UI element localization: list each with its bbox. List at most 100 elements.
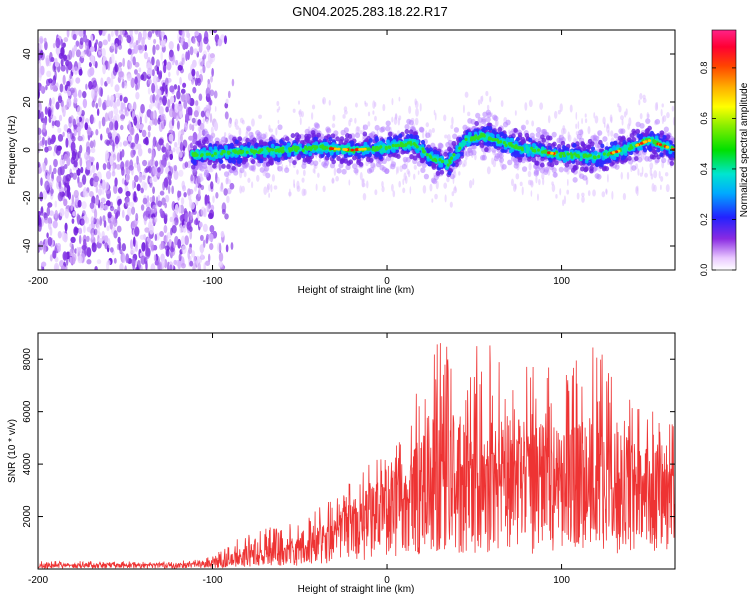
noise-blob [213, 121, 219, 132]
noise-blob [76, 116, 80, 124]
noise-blob [187, 72, 193, 81]
band-cell [339, 159, 345, 165]
noise-blob [77, 135, 83, 142]
noise-blob [114, 177, 118, 187]
band-speckle [315, 183, 318, 191]
band-speckle [198, 186, 201, 192]
noise-blob [200, 110, 205, 118]
noise-blob [147, 67, 153, 77]
band-speckle [270, 184, 273, 193]
band-cell [368, 157, 374, 163]
noise-blob [209, 89, 215, 97]
noise-blob [73, 66, 78, 75]
noise-blob [134, 134, 139, 145]
noise-blob [195, 217, 199, 226]
noise-blob [168, 71, 171, 78]
noise-blob [42, 243, 47, 255]
band-cell [467, 147, 473, 154]
noise-blob [62, 74, 66, 86]
band-cell [423, 173, 429, 180]
band-speckle [367, 111, 371, 117]
noise-blob [177, 259, 182, 270]
band-cell [482, 111, 488, 118]
noise-blob [133, 175, 139, 183]
band-speckle [605, 124, 610, 134]
noise-blob [53, 262, 60, 270]
noise-blob [63, 198, 68, 207]
band-speckle [268, 192, 271, 198]
noise-blob [225, 244, 229, 253]
band-cell [578, 129, 584, 136]
noise-blob [140, 204, 145, 211]
band-speckle [581, 196, 585, 203]
noise-blob [97, 188, 103, 196]
band-speckle [212, 195, 215, 204]
band-cell [362, 124, 369, 131]
noise-blob [175, 146, 180, 155]
band-speckle [453, 186, 458, 194]
noise-blob [85, 235, 90, 242]
band-cell [535, 166, 541, 172]
band-cell [614, 164, 620, 170]
noise-blob [197, 262, 201, 270]
noise-blob [218, 252, 224, 262]
noise-blob [72, 172, 78, 180]
noise-blob [180, 38, 184, 46]
noise-blob [184, 41, 189, 50]
noise-blob [90, 216, 95, 225]
noise-blob [63, 124, 68, 132]
noise-blob [108, 110, 113, 119]
noise-blob [167, 170, 172, 181]
band-cell [432, 149, 438, 154]
band-speckle [331, 177, 335, 184]
band-cell [558, 166, 564, 173]
noise-blob [163, 119, 166, 127]
band-cell [594, 173, 600, 179]
noise-blob [178, 204, 182, 214]
band-speckle [527, 170, 532, 178]
noise-blob [135, 213, 139, 222]
noise-blob [194, 30, 200, 37]
band-speckle [433, 109, 436, 116]
noise-blob [160, 40, 166, 48]
noise-blob [145, 247, 151, 257]
noise-blob [85, 83, 88, 90]
noise-blob [198, 93, 203, 102]
noise-blob [229, 182, 235, 190]
noise-blob [147, 147, 152, 154]
noise-blob [183, 122, 188, 131]
noise-blob [166, 248, 170, 257]
band-speckle [402, 187, 406, 194]
noise-blob [38, 127, 42, 136]
band-cell [556, 144, 562, 150]
noise-blob [81, 210, 86, 216]
band-cell [661, 157, 667, 164]
noise-blob [180, 93, 186, 103]
noise-blob [171, 117, 175, 127]
band-cell [520, 124, 527, 131]
noise-blob [64, 84, 68, 91]
band-speckle [664, 172, 669, 177]
noise-blob [147, 213, 151, 219]
noise-blob [193, 255, 197, 264]
noise-blob [209, 52, 215, 59]
noise-blob [158, 105, 164, 116]
noise-blob [178, 169, 184, 177]
noise-blob [150, 263, 156, 270]
noise-blob [207, 212, 214, 220]
noise-blob [172, 242, 177, 249]
band-cell [669, 160, 675, 166]
band-speckle [332, 114, 336, 122]
noise-blob [106, 76, 111, 85]
noise-blob [182, 184, 187, 192]
band-speckle [607, 173, 609, 183]
noise-blob [207, 253, 211, 263]
band-speckle [302, 169, 306, 177]
noise-blob [52, 42, 56, 49]
noise-blob [82, 34, 88, 43]
noise-blob [100, 77, 104, 87]
noise-blob [78, 246, 82, 254]
noise-blob [133, 191, 137, 202]
noise-blob [58, 181, 62, 188]
noise-blob [157, 200, 163, 208]
